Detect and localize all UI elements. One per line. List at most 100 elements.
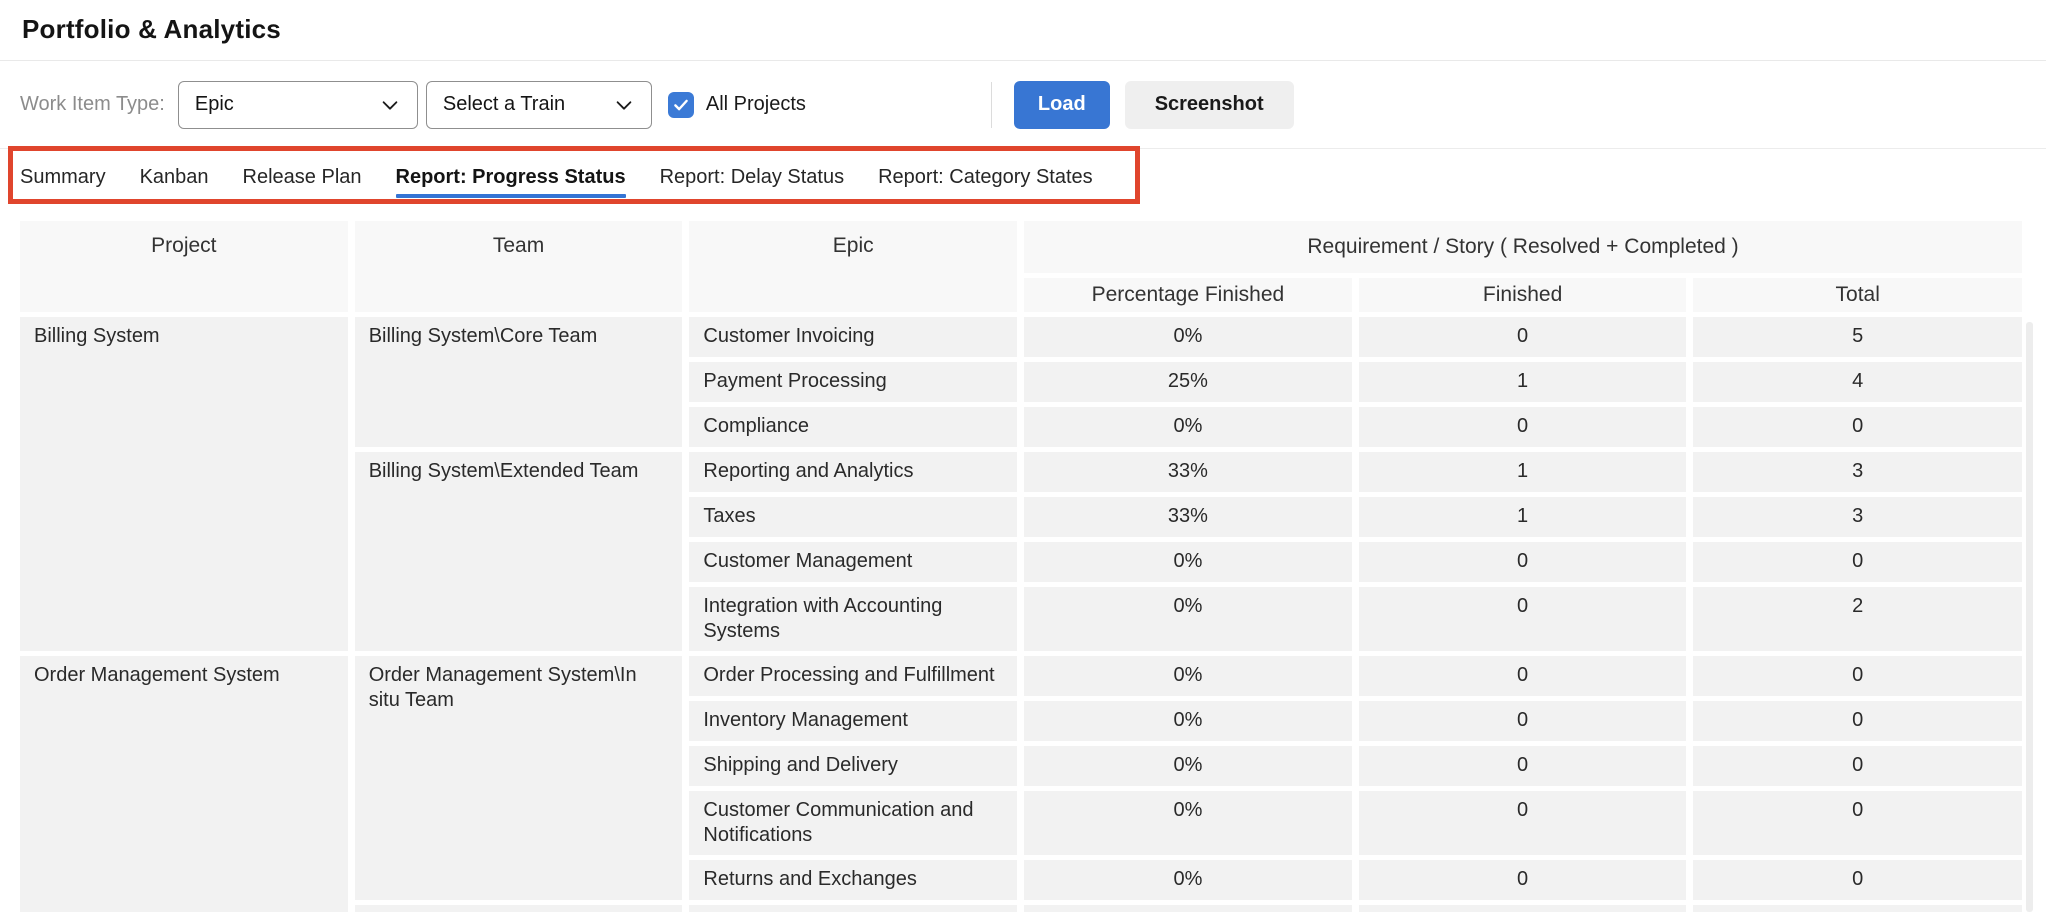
epic-cell: Inventory Management — [689, 701, 1018, 741]
percentage-finished-cell: 0% — [1024, 317, 1352, 357]
finished-cell: 0 — [1358, 587, 1687, 651]
column-header-requirement-story-group: Requirement / Story ( Resolved + Complet… — [1024, 221, 2022, 273]
finished-cell: 0 — [1358, 407, 1687, 447]
project-cell: Order Management System — [20, 656, 348, 912]
percentage-finished-cell — [1024, 905, 1352, 912]
tab-release-plan[interactable]: Release Plan — [243, 149, 362, 205]
title-bar: Portfolio & Analytics — [0, 0, 2046, 61]
progress-status-table: Project Team Epic Requirement / Story ( … — [13, 216, 2029, 912]
page-title: Portfolio & Analytics — [22, 14, 281, 44]
finished-cell — [1358, 905, 1687, 912]
table-row: Customer Communication and Notifications… — [20, 791, 2022, 855]
finished-cell: 0 — [1358, 701, 1687, 741]
table-row: Customer Management 0% 0 0 — [20, 542, 2022, 582]
tab-label: Summary — [20, 165, 106, 188]
table-row: Shipping and Delivery 0% 0 0 — [20, 746, 2022, 786]
total-cell — [1693, 905, 2022, 912]
column-header-epic: Epic — [689, 221, 1018, 312]
toolbar-divider — [990, 81, 992, 128]
epic-cell: Payment Processing — [689, 362, 1018, 402]
epic-cell — [689, 905, 1018, 912]
column-header-total: Total — [1693, 278, 2022, 312]
total-cell: 0 — [1693, 791, 2022, 855]
table-row — [20, 905, 2022, 912]
finished-cell: 0 — [1358, 656, 1687, 696]
epic-cell: Integration with Accounting Systems — [689, 587, 1018, 651]
total-cell: 0 — [1693, 701, 2022, 741]
epic-cell: Customer Invoicing — [689, 317, 1018, 357]
finished-cell: 0 — [1358, 791, 1687, 855]
project-cell: Billing System — [20, 317, 348, 651]
team-cell: Billing System\Core Team — [354, 317, 683, 447]
chevron-down-icon — [382, 100, 398, 110]
chevron-down-icon — [616, 100, 632, 110]
finished-cell: 0 — [1358, 746, 1687, 786]
column-header-project: Project — [20, 221, 348, 312]
epic-cell: Compliance — [689, 407, 1018, 447]
column-header-percentage-finished: Percentage Finished — [1024, 278, 1352, 312]
checkbox-check-icon — [674, 99, 688, 110]
team-cell — [354, 905, 683, 912]
total-cell: 0 — [1693, 656, 2022, 696]
finished-cell: 1 — [1358, 452, 1687, 492]
percentage-finished-cell: 0% — [1024, 791, 1352, 855]
load-button[interactable]: Load — [1013, 80, 1110, 129]
train-select[interactable]: Select a Train — [425, 80, 652, 129]
percentage-finished-cell: 0% — [1024, 860, 1352, 900]
tab-kanban[interactable]: Kanban — [140, 149, 209, 205]
tab-label: Report: Delay Status — [659, 165, 845, 188]
table-row: Compliance 0% 0 0 — [20, 407, 2022, 447]
team-cell: Order Management System\In situ Team — [354, 656, 683, 900]
total-cell: 3 — [1693, 452, 2022, 492]
active-tab-underline — [395, 194, 626, 198]
epic-cell: Reporting and Analytics — [689, 452, 1018, 492]
toolbar: Work Item Type: Epic Select a Train All … — [0, 61, 2046, 149]
table-row: Order Management System Order Management … — [20, 656, 2022, 912]
epic-cell: Customer Communication and Notifications — [689, 791, 1018, 855]
total-cell: 3 — [1693, 497, 2022, 537]
percentage-finished-cell: 0% — [1024, 542, 1352, 582]
screenshot-button[interactable]: Screenshot — [1124, 80, 1294, 129]
tab-report-progress-status[interactable]: Report: Progress Status — [395, 149, 626, 205]
finished-cell: 0 — [1358, 542, 1687, 582]
tab-report-delay-status[interactable]: Report: Delay Status — [660, 149, 845, 205]
epic-cell: Customer Management — [689, 542, 1018, 582]
work-item-type-label: Work Item Type: — [20, 93, 165, 115]
total-cell: 0 — [1693, 542, 2022, 582]
finished-cell: 0 — [1358, 860, 1687, 900]
team-cell: Billing System\Extended Team — [354, 452, 683, 651]
all-projects-label: All Projects — [705, 93, 806, 115]
tab-label: Release Plan — [242, 165, 362, 188]
percentage-finished-cell: 0% — [1024, 407, 1352, 447]
tab-bar: Summary Kanban Release Plan Report: Progres… — [0, 146, 2046, 205]
percentage-finished-cell: 0% — [1024, 587, 1352, 651]
all-projects-checkbox[interactable] — [667, 91, 694, 118]
total-cell: 0 — [1693, 407, 2022, 447]
percentage-finished-cell: 33% — [1024, 452, 1352, 492]
finished-cell: 1 — [1358, 497, 1687, 537]
train-select-value: Select a Train — [442, 93, 566, 115]
tab-report-category-states[interactable]: Report: Category States — [878, 149, 1093, 205]
table-row: Taxes 33% 1 3 — [20, 497, 2022, 537]
epic-cell: Order Processing and Fulfillment — [689, 656, 1018, 696]
total-cell: 2 — [1693, 587, 2022, 651]
epic-cell: Shipping and Delivery — [689, 746, 1018, 786]
table-row: Integration with Accounting Systems 0% 0 2 — [20, 587, 2022, 651]
total-cell: 5 — [1693, 317, 2022, 357]
tab-summary[interactable]: Summary — [20, 149, 106, 205]
tab-label: Report: Progress Status — [395, 165, 626, 188]
percentage-finished-cell: 33% — [1024, 497, 1352, 537]
tab-label: Report: Category States — [878, 165, 1093, 188]
total-cell: 4 — [1693, 362, 2022, 402]
percentage-finished-cell: 0% — [1024, 701, 1352, 741]
column-header-finished: Finished — [1358, 278, 1687, 312]
work-item-type-value: Epic — [194, 93, 234, 115]
table-row: Returns and Exchanges 0% 0 0 — [20, 860, 2022, 900]
table-row: Billing System\Extended Team Reporting an… — [20, 452, 2022, 651]
column-header-team: Team — [354, 221, 683, 312]
vertical-scrollbar[interactable] — [2026, 322, 2033, 912]
epic-cell: Taxes — [689, 497, 1018, 537]
work-item-type-select[interactable]: Epic — [177, 80, 418, 129]
tab-label: Kanban — [139, 165, 209, 188]
finished-cell: 0 — [1358, 317, 1687, 357]
